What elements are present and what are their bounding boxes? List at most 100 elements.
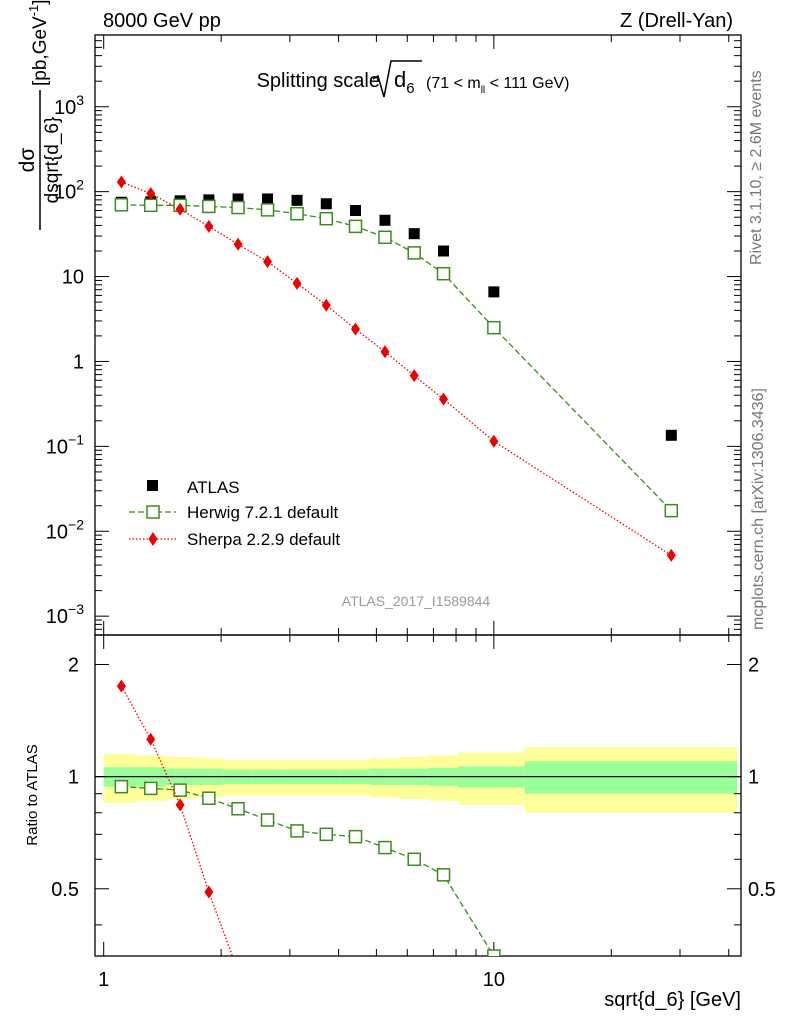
legend-marker-atlas — [147, 480, 158, 491]
header-left: 8000 GeV pp — [103, 10, 221, 32]
sherpa-point — [321, 298, 331, 312]
sherpa-point — [292, 276, 302, 290]
herwig-ratio-point — [114, 779, 129, 794]
sherpa-point — [351, 322, 361, 336]
ratio-plot-series — [114, 679, 501, 978]
herwig-ratio-point — [231, 801, 245, 816]
atlas-data-point — [232, 193, 244, 205]
axis-ticks: 1 10 10−3 10−2 10−1 1 10 102 103 0.5 0.5 1 1 2 2 — [46, 34, 776, 991]
herwig-point — [202, 199, 216, 214]
ratio-plot-frame — [94, 634, 742, 957]
herwig-point — [664, 503, 679, 518]
atlas-data-point — [488, 286, 500, 298]
ratio-tick-label-right: 2 — [748, 654, 759, 676]
herwig-point — [348, 219, 363, 234]
y-tick-label: 10 — [62, 267, 84, 289]
legend-label-atlas: ATLAS — [187, 478, 240, 497]
atlas-data-point — [320, 198, 332, 210]
main-y-axis-label: dσ dsqrt{d_6} [pb,GeV-1] — [16, 0, 63, 230]
legend-label-sherpa: Sherpa 2.2.9 default — [187, 530, 340, 549]
ratio-tick-label-right: 0.5 — [748, 879, 776, 901]
y-tick-label: 1 — [73, 351, 84, 373]
sherpa-ratio-line — [120, 685, 234, 956]
herwig-point — [231, 200, 245, 215]
x-axis-label: sqrt{d_6} [GeV] — [604, 989, 741, 1011]
herwig-ratio-point — [260, 813, 275, 827]
atlas-data-point — [379, 214, 391, 226]
legend: ATLAS Herwig 7.2.1 default Sherpa 2.2.9 … — [129, 478, 340, 549]
atlas-data-point — [408, 228, 420, 240]
y-tick-label: 103 — [54, 92, 84, 119]
legend-marker-sherpa — [148, 532, 158, 546]
sherpa-point — [409, 369, 419, 383]
ratio-tick-label-left: 1 — [68, 767, 79, 789]
herwig-ratio-point — [487, 949, 501, 956]
herwig-ratio-point — [319, 827, 334, 842]
rivet-version-note: Rivet 3.1.10, ≥ 2.6M events — [748, 70, 765, 265]
x-tick-label: 1 — [98, 969, 109, 991]
y-tick-label: 10−3 — [46, 601, 84, 628]
herwig-point — [114, 198, 129, 212]
herwig-point — [260, 203, 275, 217]
herwig-ratio-point — [407, 852, 421, 867]
herwig-point — [407, 246, 421, 260]
title-range: (71 < mll < 111 GeV) — [426, 75, 569, 96]
legend-label-herwig: Herwig 7.2.1 default — [187, 503, 338, 522]
x-tick-label: 10 — [483, 969, 505, 991]
sherpa-ratio-point — [175, 798, 185, 812]
ratio-tick-label-left: 2 — [68, 654, 79, 676]
title-main: Splitting scale — [257, 70, 380, 92]
sherpa-point — [146, 187, 156, 201]
herwig-point — [378, 230, 392, 245]
herwig-ratio-point — [348, 829, 363, 844]
atlas-data-point — [665, 429, 677, 441]
herwig-point — [290, 206, 304, 221]
herwig-point — [487, 320, 501, 335]
sherpa-line — [121, 181, 672, 556]
herwig-ratio-point — [202, 791, 216, 805]
sherpa-ratio-point — [146, 732, 156, 746]
sherpa-point — [116, 175, 126, 189]
sherpa-point — [380, 345, 390, 359]
atlas-data-point — [291, 194, 303, 206]
atlas-data-point — [350, 204, 362, 216]
ylabel-numerator: dσ — [16, 148, 39, 173]
herwig-ratio-point — [378, 840, 392, 855]
sherpa-point — [233, 237, 243, 251]
analysis-id-watermark: ATLAS_2017_I1589844 — [342, 593, 491, 609]
herwig-point — [319, 211, 334, 226]
sherpa-point — [666, 548, 676, 562]
sherpa-point — [439, 392, 449, 406]
herwig-ratio-point — [436, 868, 451, 882]
axis-frames — [94, 34, 742, 957]
header-right: Z (Drell-Yan) — [620, 10, 733, 32]
title-symbol: d6 — [394, 67, 415, 97]
y-tick-label: 102 — [54, 177, 84, 204]
legend-marker-herwig — [146, 505, 160, 519]
ylabel-denominator: dsqrt{d_6} — [42, 117, 63, 204]
atlas-data-point — [262, 193, 274, 205]
sherpa-point — [263, 255, 273, 269]
ratio-y-axis-label: Ratio to ATLAS — [24, 744, 41, 845]
sherpa-ratio-point — [234, 965, 243, 978]
herwig-ratio-point — [173, 783, 187, 797]
herwig-line — [121, 204, 672, 512]
mcplots-reference: mcplots.cern.ch [arXiv:1306.3436] — [750, 388, 767, 630]
herwig-ratio-point — [290, 824, 304, 838]
sherpa-ratio-point — [204, 885, 214, 899]
herwig-ratio-point — [143, 781, 158, 796]
main-plot-series — [114, 175, 679, 562]
ratio-tick-label-left: 0.5 — [51, 879, 79, 901]
sherpa-point — [489, 434, 499, 448]
ratio-band-inner — [524, 761, 738, 794]
sherpa-point — [175, 202, 185, 216]
y-tick-label: 10−1 — [46, 431, 84, 458]
y-tick-label: 10−2 — [46, 516, 84, 543]
sherpa-point — [204, 219, 214, 233]
plot-title: Splitting scale d6 (71 < mll < 111 GeV) — [257, 60, 569, 98]
sherpa-ratio-point — [116, 679, 126, 693]
ylabel-unit: [pb,GeV-1] — [26, 0, 51, 86]
ratio-uncertainty-bands — [95, 747, 741, 813]
sqrt-symbol — [372, 60, 422, 98]
